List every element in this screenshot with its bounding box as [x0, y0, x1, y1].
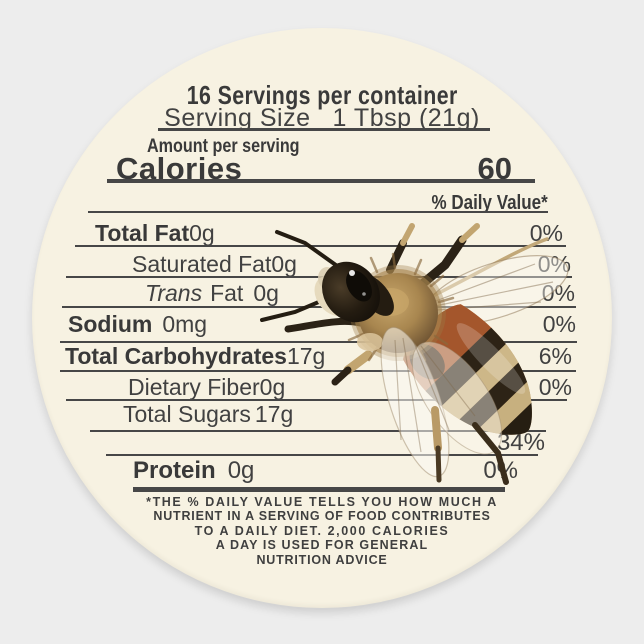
- bee-leg: [435, 445, 442, 483]
- bee-leg: [284, 317, 364, 333]
- footnote-line: NUTRITION ADVICE: [256, 552, 388, 567]
- footnote-line: TO A DAILY DIET. 2,000 CALORIES: [194, 523, 450, 538]
- row-total-fat: Total Fat0g 0%: [95, 220, 563, 246]
- footnote-line: *THE % DAILY VALUE TELLS YOU HOW MUCH A: [146, 495, 498, 509]
- serving-size-value: 1 Tbsp (21g): [332, 104, 480, 132]
- bee-head: [314, 261, 380, 324]
- row-added-sugars-dv: 34%: [496, 429, 545, 456]
- dv-header-rule: [88, 211, 548, 213]
- serving-size-line: Serving Size 1 Tbsp (21g): [0, 104, 644, 133]
- bee-leg: [459, 223, 480, 243]
- bee-leg: [400, 223, 415, 246]
- bee-leg: [331, 366, 352, 386]
- row-total-sugars: Total Sugars 17g: [123, 401, 294, 427]
- row-sodium: Sodium 0mg 0%: [68, 311, 576, 337]
- daily-value-footnote: *THE % DAILY VALUE TELLS YOU HOW MUCH A …: [0, 495, 644, 567]
- row-dietary-fiber: Dietary Fiber0g 0%: [128, 374, 572, 400]
- calories-rule: [107, 179, 535, 183]
- row-rule: [60, 370, 576, 372]
- row-rule: [62, 306, 576, 308]
- sticker-circle: [32, 28, 612, 608]
- footnote-line: A DAY IS USED FOR GENERAL: [215, 538, 429, 553]
- footnote-line: NUTRIENT IN A SERVING OF FOOD CONTRIBUTE…: [153, 509, 491, 524]
- bee-antenna: [275, 230, 342, 270]
- row-rule: [75, 245, 566, 247]
- serving-size-label: Serving Size: [164, 104, 311, 132]
- bee-leg: [343, 350, 373, 375]
- row-trans-fat: Trans Fat 0g 0%: [145, 280, 575, 306]
- header-rule: [158, 128, 490, 131]
- servings-per-container: 16 Servings per container: [0, 80, 644, 111]
- honeybee-image: [260, 223, 569, 485]
- row-rule: [90, 430, 546, 432]
- row-total-carbohydrates: Total Carbohydrates17g 6%: [65, 343, 572, 369]
- protein-rule: [133, 487, 505, 492]
- row-rule: [66, 399, 567, 401]
- row-rule: [106, 454, 538, 456]
- amount-per-serving: Amount per serving: [147, 136, 300, 157]
- bee-leg: [423, 237, 549, 302]
- bee-leg: [386, 239, 407, 274]
- servings-text: 16 Servings per container: [186, 80, 458, 110]
- bee-leg: [472, 422, 509, 485]
- bee-leg: [431, 406, 442, 452]
- row-rule: [60, 341, 577, 343]
- row-saturated-fat: Saturated Fat0g 0%: [132, 251, 571, 277]
- daily-value-header: % Daily Value*: [431, 192, 548, 214]
